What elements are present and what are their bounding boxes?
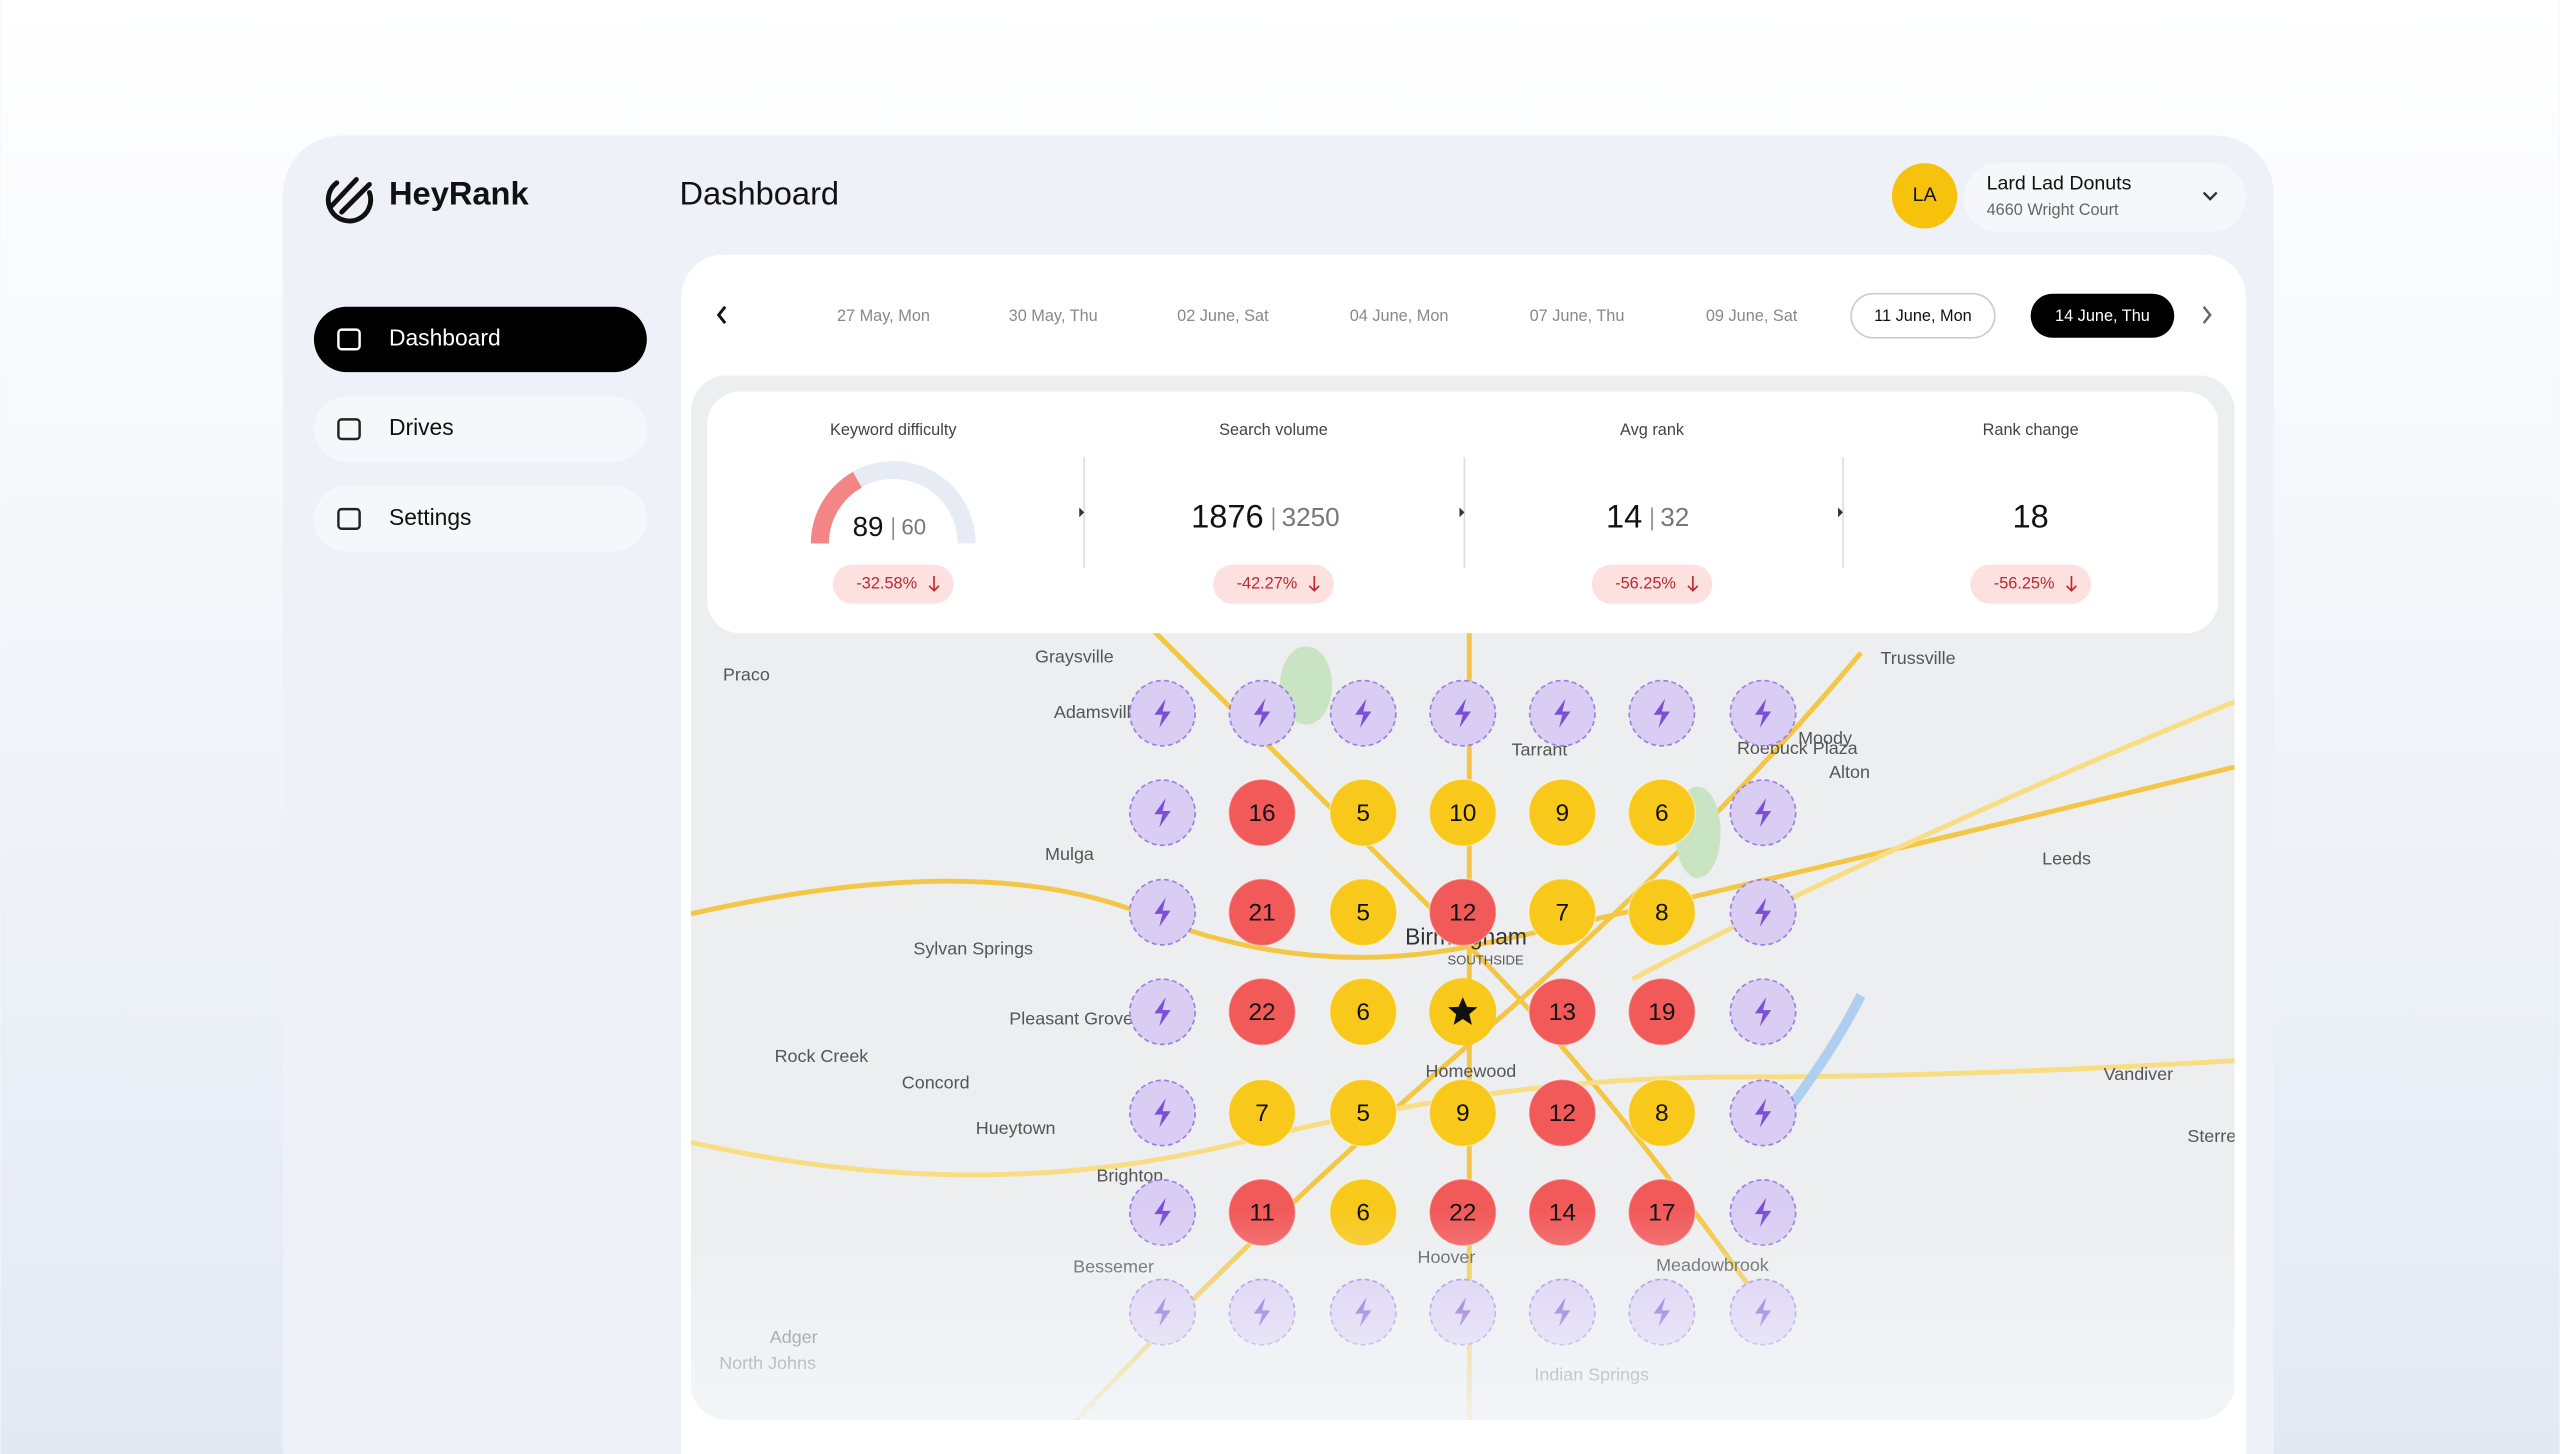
date: 02 June, Sat: [1177, 307, 1269, 325]
change-badge: [1213, 564, 1334, 604]
metric-value: 14: [1606, 498, 1642, 535]
change-badge: [1591, 564, 1713, 604]
divider-arrow: [1079, 507, 1085, 518]
prev-arrow[interactable]: [716, 305, 727, 325]
date: 04 June, Mon: [1350, 307, 1449, 325]
nav-item[interactable]: [313, 486, 647, 552]
nav-icon: [337, 328, 361, 351]
metric-label: Keyword difficulty: [830, 421, 957, 439]
metric-change: -56.25%: [1994, 575, 2055, 593]
date: 11 June, Mon: [1874, 307, 1972, 325]
nav-icon: [337, 507, 361, 530]
metric-change: -56.25%: [1615, 575, 1676, 593]
change-badge: [832, 564, 954, 604]
brand: HeyRank: [389, 174, 529, 211]
down-arrow: [2065, 576, 2077, 592]
metric-label: Search volume: [1219, 421, 1328, 439]
date: 27 May, Mon: [837, 307, 930, 325]
nav-label: Settings: [389, 504, 471, 530]
metric-label: Avg rank: [1620, 421, 1685, 439]
dropdown-icon[interactable]: [2202, 191, 2218, 201]
metric-previous: 32: [1660, 502, 1689, 532]
down-arrow: [1687, 576, 1699, 592]
metric-value: 89: [853, 511, 884, 542]
metric-label: Rank change: [1983, 421, 2079, 439]
date: 30 May, Thu: [1009, 307, 1098, 325]
metric-value: 18: [2013, 498, 2049, 535]
avatar-initials: LA: [1913, 184, 1938, 206]
metric-change: -32.58%: [856, 575, 917, 593]
change-badge: [1970, 564, 2092, 604]
divider-arrow: [1459, 507, 1465, 518]
down-arrow: [928, 576, 940, 592]
date: 09 June, Sat: [1706, 307, 1798, 325]
date: 14 June, Thu: [2055, 307, 2150, 325]
logo-icon: [325, 177, 374, 224]
metric-previous: 3250: [1282, 502, 1340, 532]
nav-label: Dashboard: [389, 324, 501, 350]
next-arrow[interactable]: [2202, 306, 2212, 324]
avatar: [1891, 163, 1958, 229]
nav-label: Drives: [389, 414, 454, 440]
user-address: 4660 Wright Court: [1987, 201, 2119, 219]
divider-arrow: [1838, 507, 1843, 518]
nav-item[interactable]: [313, 396, 647, 462]
date-pill[interactable]: [2030, 293, 2175, 338]
user-box[interactable]: [1963, 163, 2247, 232]
date-pill[interactable]: [1850, 292, 1996, 339]
down-arrow: [1308, 576, 1320, 592]
nav-icon: [337, 418, 361, 441]
nav-item[interactable]: [313, 306, 647, 373]
date: 07 June, Thu: [1530, 307, 1625, 325]
metric-value: 1876: [1191, 498, 1264, 535]
metric-change: -42.27%: [1237, 575, 1298, 593]
user-name: Lard Lad Donuts: [1987, 173, 2132, 195]
gauge-fill: [810, 471, 863, 544]
metric-previous: 60: [901, 515, 926, 540]
page-title: Dashboard: [679, 174, 839, 211]
